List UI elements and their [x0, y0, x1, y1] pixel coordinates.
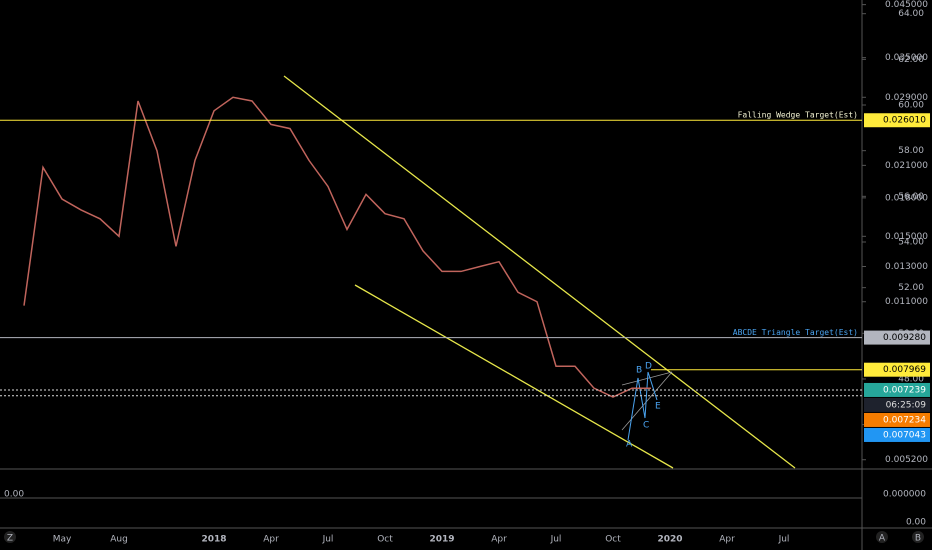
corner-icon[interactable]: A	[879, 534, 886, 544]
price-badge-label: 0.009280	[883, 333, 926, 343]
y-tick-label: 0.035000	[885, 53, 928, 63]
y2-tick-label: 52.00	[898, 283, 924, 293]
x-tick-label: Oct	[605, 535, 621, 545]
countdown-badge	[864, 397, 930, 412]
x-tick-label: Aug	[110, 535, 128, 545]
y-tick-label: 0.005200	[885, 455, 928, 465]
x-tick-label: 2020	[657, 535, 682, 545]
y-tick-label: 0.015000	[885, 232, 928, 242]
triangle-upper	[621, 371, 673, 386]
icon[interactable]	[4, 531, 16, 543]
lower-pane-tick: 0.00	[906, 518, 926, 528]
wave-label: B	[636, 366, 642, 376]
price-line	[23, 96, 651, 398]
y2-tick-label: 64.00	[898, 9, 924, 19]
icon[interactable]	[912, 531, 924, 543]
x-tick-label: Jul	[778, 535, 790, 545]
y2-tick-label: 62.00	[898, 55, 924, 65]
price-badge	[864, 427, 930, 442]
price-badge	[864, 362, 930, 377]
corner-icon[interactable]: B	[915, 534, 921, 544]
y2-tick-label: 54.00	[898, 237, 924, 247]
wedge-upper	[283, 75, 796, 469]
lower-pane-tick: 0.000000	[883, 490, 926, 500]
y2-tick-label: 60.00	[898, 101, 924, 111]
x-tick-label: Jul	[550, 535, 562, 545]
y-tick-label: 0.011000	[885, 297, 928, 307]
y-tick-label: 0.045000	[885, 0, 928, 10]
price-badge	[864, 382, 930, 397]
wave-label: A	[626, 440, 633, 450]
marker-text: Falling Wedge Target(Est)	[738, 111, 858, 120]
y2-tick-label: 48.00	[898, 374, 924, 384]
x-tick-label: May	[53, 535, 72, 545]
x-tick-label: 2019	[429, 535, 454, 545]
price-badge	[864, 113, 930, 128]
y-tick-label: 0.018000	[885, 193, 928, 203]
x-tick-label: Apr	[491, 535, 507, 545]
triangle-lower	[621, 371, 673, 431]
price-badge	[864, 330, 930, 345]
price-badge-label: 0.007043	[883, 430, 926, 440]
price-badge-label: 0.007234	[883, 415, 926, 425]
countdown: 06:25:09	[886, 400, 927, 410]
x-tick-label: Apr	[719, 535, 735, 545]
x-tick-label: 2018	[201, 535, 226, 545]
wave-label: C	[643, 421, 649, 431]
abcde-path	[627, 371, 658, 441]
wedge-lower	[354, 284, 674, 469]
y2-tick-label: 58.00	[898, 146, 924, 156]
x-tick-label: Apr	[263, 535, 279, 545]
x-tick-label: Oct	[377, 535, 393, 545]
lower-pane-label: 0.00	[4, 490, 24, 500]
y-tick-label: 0.029000	[885, 93, 928, 103]
wave-label: E	[655, 402, 661, 412]
price-badge-label: 0.007239	[883, 385, 926, 395]
y2-tick-label: 56.00	[898, 192, 924, 202]
price-badge	[864, 412, 930, 427]
price-badge-label: 0.026010	[883, 116, 926, 126]
icon[interactable]	[876, 531, 888, 543]
price-badge-label: 0.007969	[883, 365, 926, 375]
wave-label: D	[645, 362, 652, 372]
corner-icon[interactable]: Z	[7, 534, 13, 544]
marker-text: ABCDE Triangle Target(Est)	[733, 328, 858, 337]
y-tick-label: 0.013000	[885, 262, 928, 272]
y-tick-label: 0.021000	[885, 161, 928, 171]
x-tick-label: Jul	[322, 535, 334, 545]
trend-lines	[283, 75, 796, 469]
